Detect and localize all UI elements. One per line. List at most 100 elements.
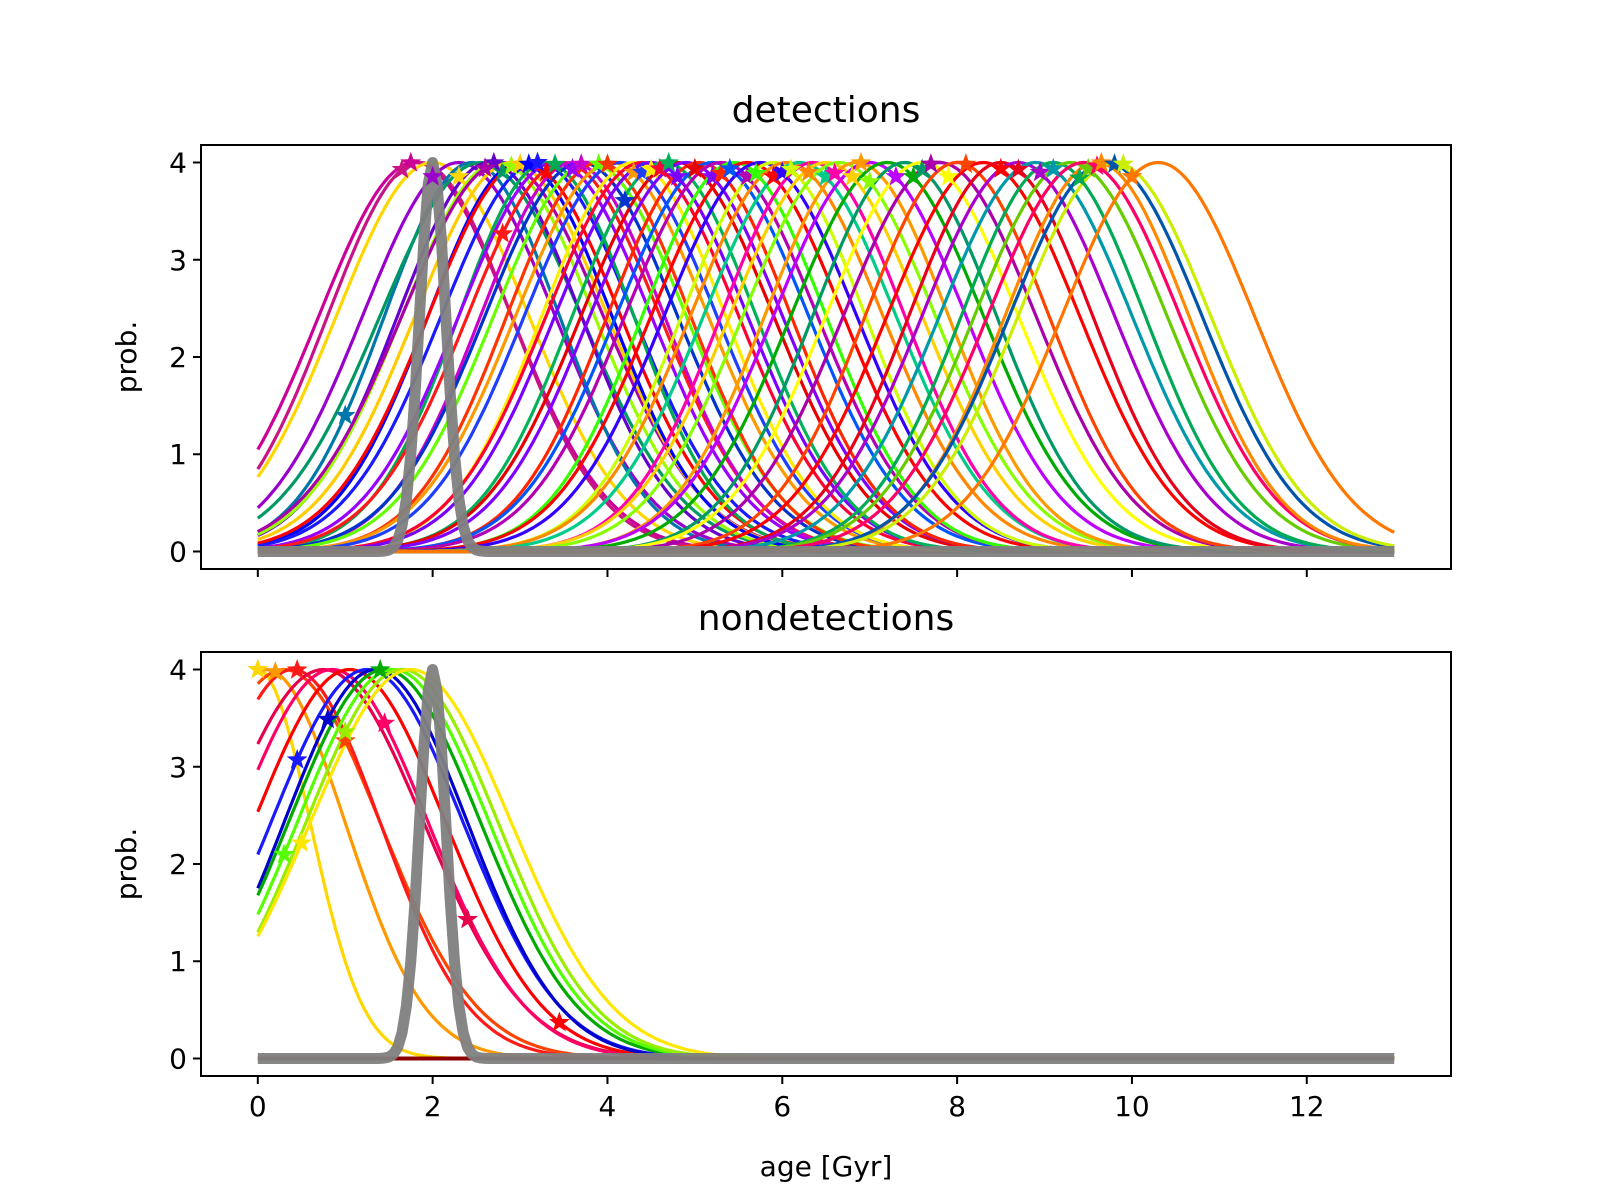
x-tick-label-nondetections: 12 bbox=[1289, 1090, 1325, 1123]
star-marker-detections-28 bbox=[701, 165, 723, 186]
y-tick-label-nondetections: 1 bbox=[169, 945, 187, 978]
star-marker-detections-58 bbox=[1121, 165, 1143, 186]
star-marker-detections-43 bbox=[903, 165, 924, 186]
plot-frame-nondetections bbox=[200, 651, 1452, 1077]
star-marker-nondetections-4 bbox=[286, 659, 308, 679]
chart-title-nondetections: nondetections bbox=[698, 598, 954, 639]
star-marker-detections-21 bbox=[623, 161, 645, 182]
star-marker-nondetections-13 bbox=[291, 832, 312, 852]
star-marker-detections-50 bbox=[1029, 161, 1051, 182]
panel-detections: detections prob. 0 1 2 3 4 bbox=[110, 90, 1452, 577]
star-marker-detections-31 bbox=[736, 165, 758, 186]
reference-curve-nondetections bbox=[256, 664, 1396, 1064]
star-marker-detections-39 bbox=[841, 165, 863, 186]
star-marker-detections-15 bbox=[562, 157, 583, 178]
y-tick-label-nondetections: 0 bbox=[169, 1042, 187, 1075]
y-tick-label-detections: 4 bbox=[169, 147, 187, 180]
y-tick-label-nondetections: 2 bbox=[169, 848, 187, 881]
star-marker-detections-24 bbox=[649, 157, 671, 178]
star-marker-detections-51 bbox=[1042, 157, 1064, 178]
star-marker-detections-22 bbox=[632, 161, 653, 182]
y-tick-label-nondetections: 3 bbox=[169, 751, 187, 784]
star-marker-detections-11 bbox=[518, 153, 540, 174]
plot-area-nondetections bbox=[247, 658, 1396, 1064]
x-tick-label-nondetections: 10 bbox=[1114, 1090, 1150, 1123]
star-marker-detections-23 bbox=[640, 158, 662, 179]
star-marker-detections-12 bbox=[535, 161, 557, 182]
star-marker-nondetections-1 bbox=[247, 658, 269, 679]
star-marker-detections-9 bbox=[474, 157, 496, 178]
x-tick-label-nondetections: 4 bbox=[599, 1090, 617, 1123]
star-marker-detections-3 bbox=[448, 165, 470, 186]
star-marker-detections-55 bbox=[1090, 151, 1112, 172]
plot-frame-detections bbox=[200, 144, 1452, 570]
star-marker-detections-5 bbox=[334, 404, 356, 425]
star-marker-nondetections-5 bbox=[457, 908, 479, 929]
star-marker-detections-37 bbox=[815, 165, 837, 186]
star-marker-detections-53 bbox=[1077, 157, 1099, 178]
x-tick-label-nondetections: 6 bbox=[773, 1090, 791, 1123]
star-marker-detections-8 bbox=[500, 155, 522, 175]
star-marker-detections-52 bbox=[1069, 167, 1090, 187]
star-marker-detections-46 bbox=[920, 153, 942, 173]
star-marker-nondetections-2 bbox=[264, 660, 286, 681]
star-marker-detections-41 bbox=[850, 151, 872, 172]
star-marker-nondetections-10 bbox=[369, 658, 391, 679]
y-axis-label-nondetections: prob. bbox=[110, 828, 143, 900]
star-marker-detections-42 bbox=[885, 165, 907, 186]
x-tick-label-nondetections: 0 bbox=[249, 1090, 267, 1123]
star-marker-detections-35 bbox=[780, 158, 802, 179]
axes-detections: 0 1 2 3 4 bbox=[169, 147, 1308, 577]
star-marker-nondetections-11 bbox=[273, 843, 295, 864]
star-marker-detections-19 bbox=[588, 153, 610, 173]
star-marker-detections-7 bbox=[483, 151, 505, 172]
star-marker-nondetections-3 bbox=[334, 729, 356, 750]
y-axis-label-detections: prob. bbox=[110, 321, 143, 393]
star-marker-detections-17 bbox=[570, 153, 592, 174]
star-marker-detections-2 bbox=[391, 158, 413, 179]
star-marker-nondetections-12 bbox=[334, 720, 356, 741]
star-marker-detections-32 bbox=[745, 162, 767, 183]
star-marker-detections-27 bbox=[684, 157, 706, 178]
star-marker-nondetections-8 bbox=[286, 748, 308, 769]
y-tick-label-nondetections: 4 bbox=[169, 654, 187, 687]
star-marker-detections-14 bbox=[544, 153, 566, 174]
star-marker-detections-38 bbox=[824, 162, 846, 183]
star-marker-detections-44 bbox=[911, 158, 933, 179]
y-tick-label-detections: 1 bbox=[169, 438, 187, 471]
star-marker-detections-13 bbox=[527, 151, 548, 172]
star-marker-detections-25 bbox=[666, 165, 688, 186]
star-marker-nondetections-9 bbox=[317, 708, 339, 729]
star-marker-detections-34 bbox=[771, 161, 793, 182]
star-marker-detections-45 bbox=[937, 165, 959, 186]
y-tick-label-detections: 0 bbox=[169, 535, 187, 568]
star-marker-nondetections-6 bbox=[374, 712, 395, 733]
star-marker-detections-18 bbox=[614, 189, 636, 210]
plot-area-detections bbox=[256, 151, 1396, 557]
y-tick-label-detections: 3 bbox=[169, 244, 187, 277]
star-marker-nondetections-7 bbox=[548, 1011, 570, 1032]
star-marker-detections-26 bbox=[658, 151, 680, 172]
star-marker-detections-57 bbox=[1112, 153, 1134, 173]
star-marker-detections-1 bbox=[400, 151, 422, 172]
star-marker-detections-4 bbox=[422, 165, 444, 186]
star-marker-detections-47 bbox=[955, 153, 977, 174]
star-marker-detections-36 bbox=[798, 161, 819, 182]
star-marker-detections-48 bbox=[990, 157, 1012, 178]
x-axis-label: age [Gyr] bbox=[760, 1150, 893, 1183]
star-marker-detections-16 bbox=[492, 222, 513, 243]
chart-title-detections: detections bbox=[732, 90, 921, 131]
star-marker-detections-49 bbox=[1007, 158, 1029, 179]
reference-curve-detections bbox=[256, 157, 1396, 557]
star-marker-detections-40 bbox=[859, 170, 881, 191]
star-marker-detections-33 bbox=[763, 165, 784, 186]
star-marker-detections-30 bbox=[719, 157, 741, 178]
star-marker-detections-10 bbox=[509, 153, 531, 173]
y-tick-label-detections: 2 bbox=[169, 341, 187, 374]
star-marker-detections-20 bbox=[597, 153, 618, 174]
star-marker-detections-6 bbox=[492, 160, 513, 181]
x-tick-label-nondetections: 2 bbox=[424, 1090, 442, 1123]
